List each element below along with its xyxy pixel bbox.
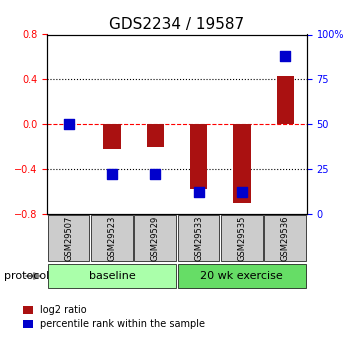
Text: GSM29535: GSM29535 [238, 215, 246, 261]
Text: baseline: baseline [88, 271, 135, 281]
FancyBboxPatch shape [178, 264, 306, 288]
Legend: log2 ratio, percentile rank within the sample: log2 ratio, percentile rank within the s… [23, 305, 205, 329]
FancyBboxPatch shape [91, 215, 133, 261]
FancyBboxPatch shape [178, 215, 219, 261]
Point [109, 172, 115, 177]
FancyBboxPatch shape [134, 215, 176, 261]
Text: GSM29536: GSM29536 [281, 215, 290, 261]
FancyBboxPatch shape [264, 215, 306, 261]
Text: protocol: protocol [4, 271, 49, 281]
Bar [190, 124, 207, 189]
Text: GSM29523: GSM29523 [108, 215, 116, 261]
FancyBboxPatch shape [221, 215, 263, 261]
Title: GDS2234 / 19587: GDS2234 / 19587 [109, 17, 244, 32]
Bar [147, 124, 164, 147]
Point [239, 190, 245, 195]
Point [152, 172, 158, 177]
FancyBboxPatch shape [48, 215, 90, 261]
Bar [233, 124, 251, 203]
Text: GSM29507: GSM29507 [64, 215, 73, 261]
Point [282, 53, 288, 59]
Bar [277, 76, 294, 124]
Point [66, 121, 71, 127]
Point [196, 190, 201, 195]
Text: 20 wk exercise: 20 wk exercise [200, 271, 283, 281]
Bar [103, 124, 121, 149]
FancyBboxPatch shape [48, 264, 176, 288]
Text: GSM29529: GSM29529 [151, 215, 160, 261]
Text: GSM29533: GSM29533 [194, 215, 203, 261]
